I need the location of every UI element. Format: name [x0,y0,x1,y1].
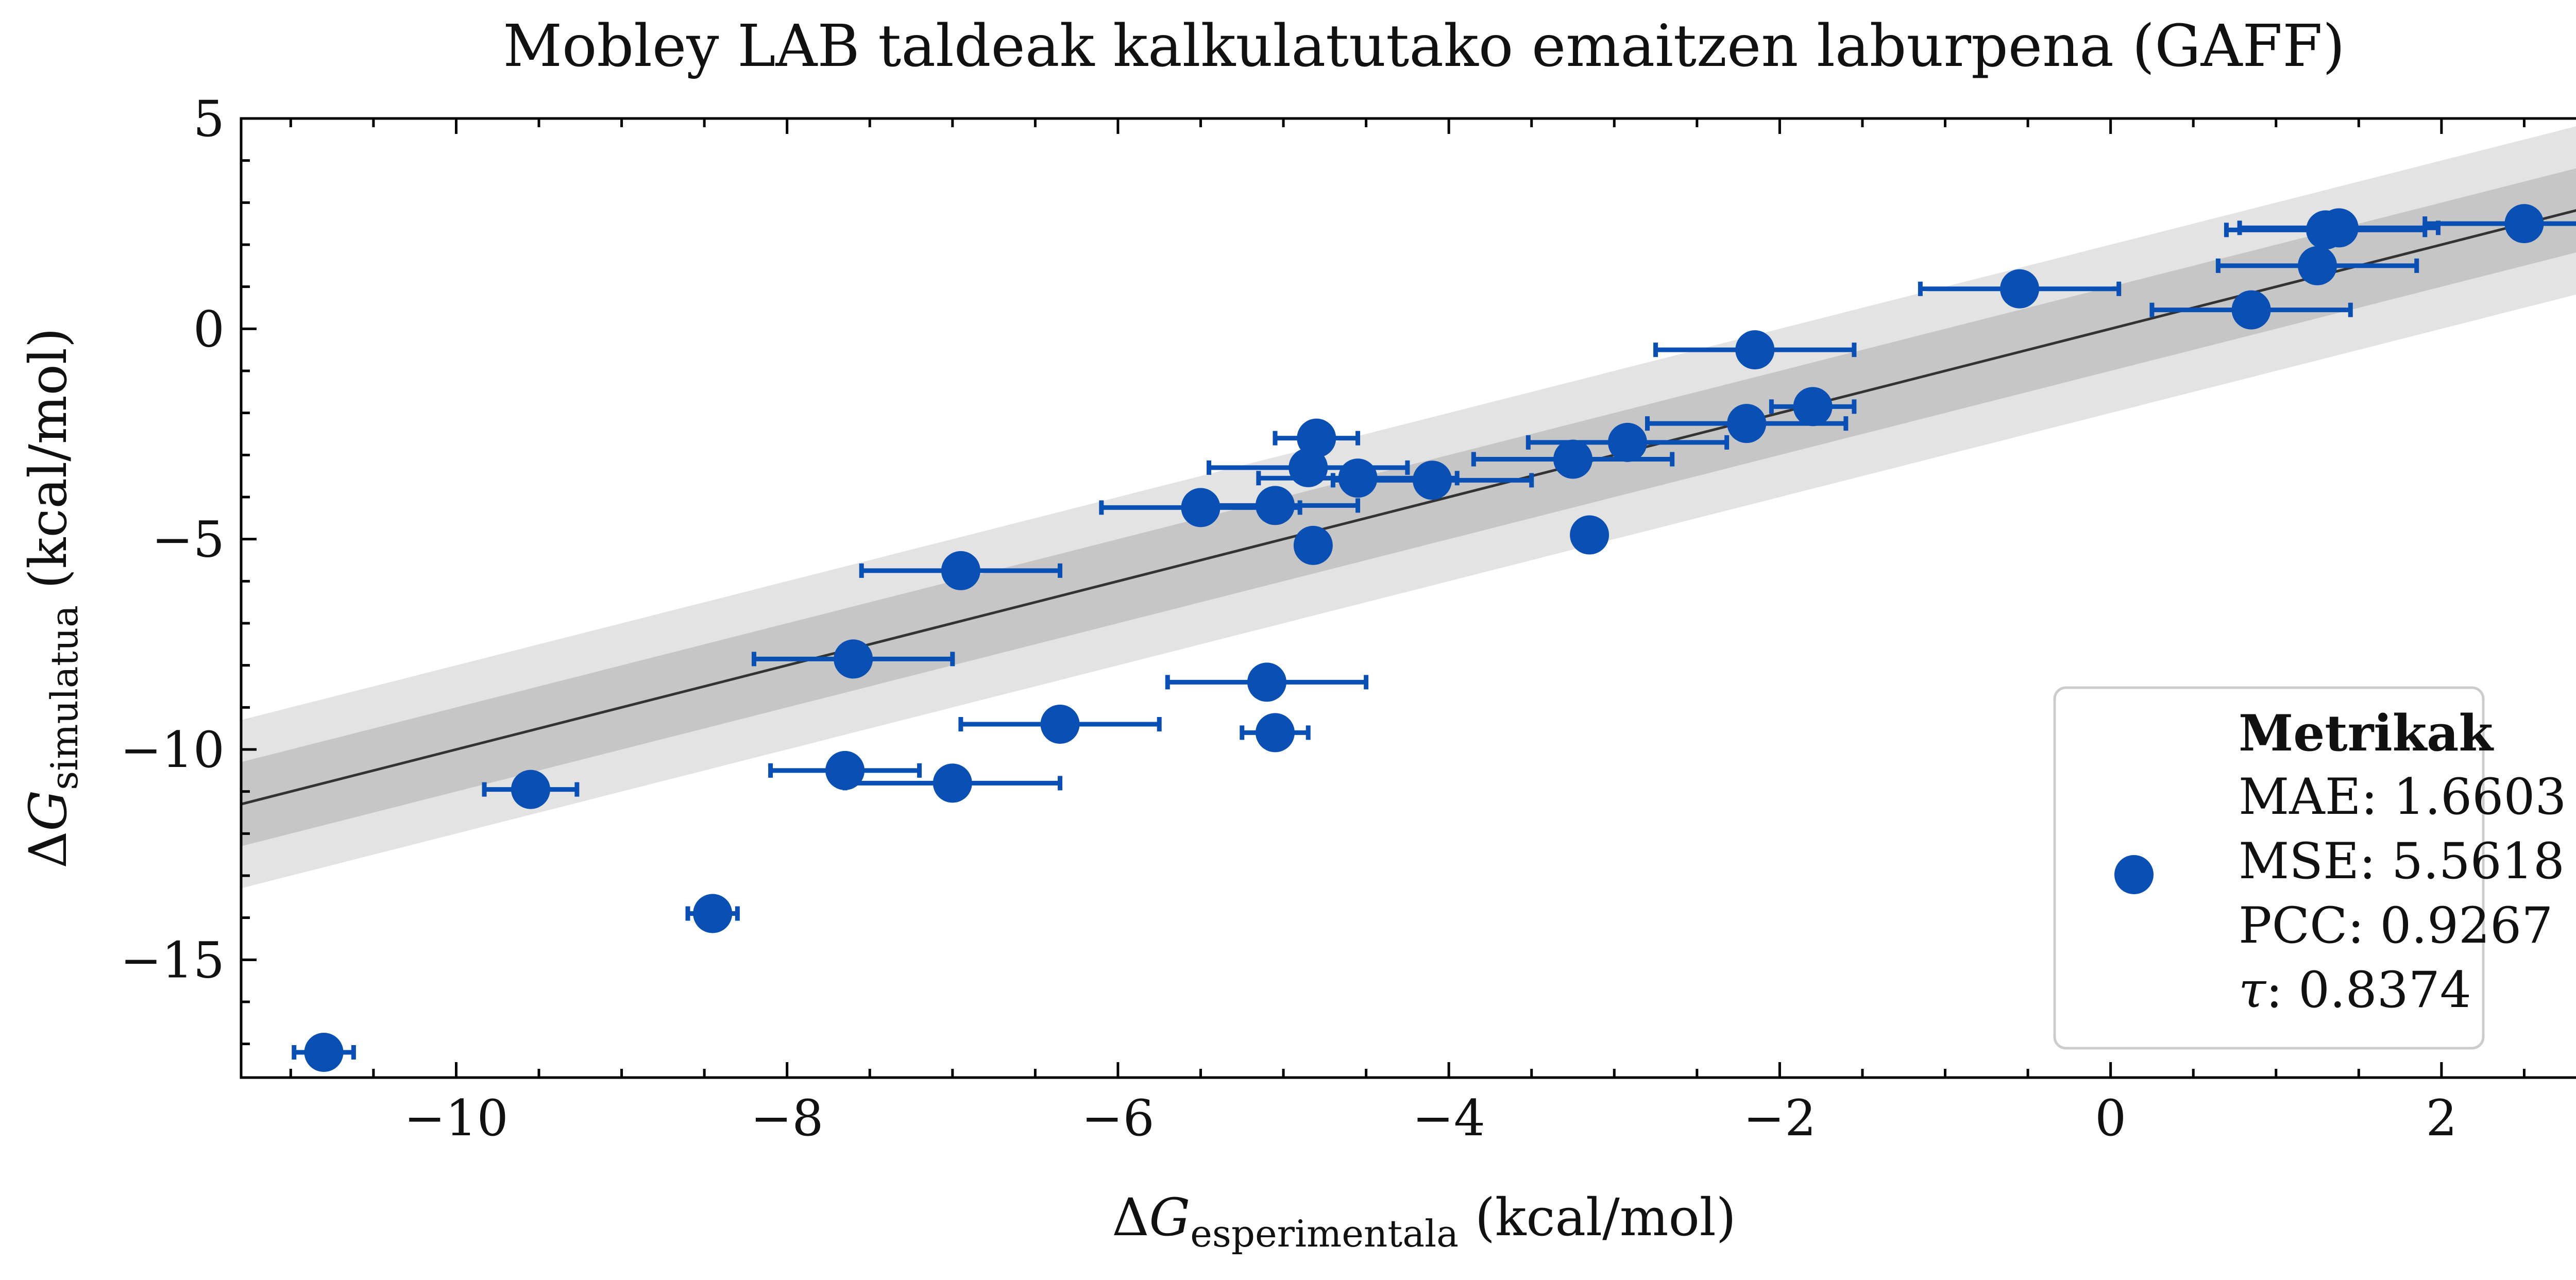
legend-tau: τ: 0.8374 [2239,961,2471,1019]
legend-mae: MAE: 1.6603 [2239,768,2566,826]
data-point-marker [1293,525,1333,565]
data-point-marker [1255,486,1295,525]
data-point-marker [2298,246,2337,285]
data-point-3 [768,750,922,790]
data-point-marker [693,894,733,933]
x-tick-label: −2 [1743,1089,1817,1147]
data-point-marker [1040,705,1080,744]
legend-marker [2114,855,2154,894]
data-point-22 [1769,387,1857,426]
legend-pcc: PCC: 0.9267 [2239,897,2553,954]
data-point-28 [2422,204,2576,244]
y-tick-label: −15 [120,931,225,989]
data-point-marker [1247,662,1286,702]
data-point-marker [304,1033,344,1072]
x-tick-label: 2 [2426,1089,2457,1147]
y-tick-label: 0 [193,300,225,358]
data-point-marker [1607,422,1647,462]
data-point-18 [1570,515,1609,555]
data-point-19 [1526,422,1730,462]
x-tick-labels: −10 −8 −6 −4 −2 0 2 [404,1089,2457,1147]
y-axis-label-unit: (kcal/mol) [18,328,78,605]
x-tick-label: −6 [1081,1089,1155,1147]
data-point-2 [685,894,740,933]
legend-tau-value: : 0.8374 [2266,961,2471,1019]
data-point-marker [1413,460,1452,500]
data-point-7 [958,705,1162,744]
data-point-marker [2504,204,2544,244]
data-point-21 [1653,330,1857,370]
data-point-marker [1793,387,1833,426]
x-tick-label: 0 [2095,1089,2126,1147]
data-point-marker [2319,208,2359,248]
x-tick-label: −4 [1412,1089,1485,1147]
chart-title: Mobley LAB taldeak kalkulatutako emaitze… [503,13,2345,80]
data-point-17 [1471,439,1675,479]
x-axis-label: ΔGesperimentala (kcal/mol) [1112,1187,1736,1255]
y-axis-label-subscript: simulatua [43,605,86,790]
data-point-23 [1918,269,2122,309]
data-point-25 [2215,246,2419,285]
data-point-marker [1255,713,1295,753]
legend-mse: MSE: 5.5618 [2239,832,2565,890]
axis-ticks [241,117,2526,1078]
data-points [292,204,2576,1072]
data-point-marker [825,750,865,790]
data-point-10 [1240,713,1311,753]
data-point-marker [941,551,980,590]
data-point-6 [859,551,1063,590]
data-point-marker [1727,404,1767,443]
data-point-marker [1553,439,1593,479]
data-point-13 [1273,418,1361,458]
y-axis-label: ΔGsimulatua (kcal/mol) [18,328,86,868]
data-point-11 [1190,486,1361,525]
data-point-9 [1165,662,1369,702]
y-tick-label: 5 [193,90,225,148]
data-point-27 [2237,208,2441,248]
data-point-16 [1330,460,1534,500]
reference-line-layer [241,209,2576,806]
y-axis-label-prefix: Δ [18,831,78,868]
legend-tau-symbol: τ [2239,961,2267,1019]
x-axis-label-symbol: G [1149,1187,1190,1248]
y-tick-labels: −15 −10 −5 0 5 [120,90,225,989]
plot-frame [240,117,2576,1079]
legend-title: Metrikak [2239,704,2494,762]
data-point-5 [842,763,1063,803]
legend: Metrikak MAE: 1.6603 MSE: 5.5618 PCC: 0.… [2053,686,2566,1050]
y-tick-label: −10 [120,721,225,779]
x-axis-label-unit: (kcal/mol) [1459,1187,1736,1248]
data-point-24 [2149,290,2353,330]
data-point-4 [751,639,955,679]
y-axis-label-symbol: G [18,790,78,831]
data-point-0 [292,1033,356,1072]
data-point-marker [1570,515,1609,555]
x-tick-label: −8 [751,1089,824,1147]
data-point-marker [1297,418,1336,458]
data-point-marker [933,763,972,803]
reference-line [241,209,2576,806]
data-point-marker [2000,269,2040,309]
data-point-1 [482,770,580,809]
y-tick-label: −5 [151,511,225,569]
data-point-marker [834,639,873,679]
x-tick-label: −10 [404,1089,509,1147]
data-point-marker [511,770,550,809]
x-axis-label-prefix: Δ [1112,1187,1149,1248]
data-point-marker [2231,290,2271,330]
x-axis-label-subscript: esperimentala [1190,1212,1459,1255]
legend-box [2053,686,2485,1050]
data-point-marker [1735,330,1775,370]
data-point-14 [1293,525,1333,565]
